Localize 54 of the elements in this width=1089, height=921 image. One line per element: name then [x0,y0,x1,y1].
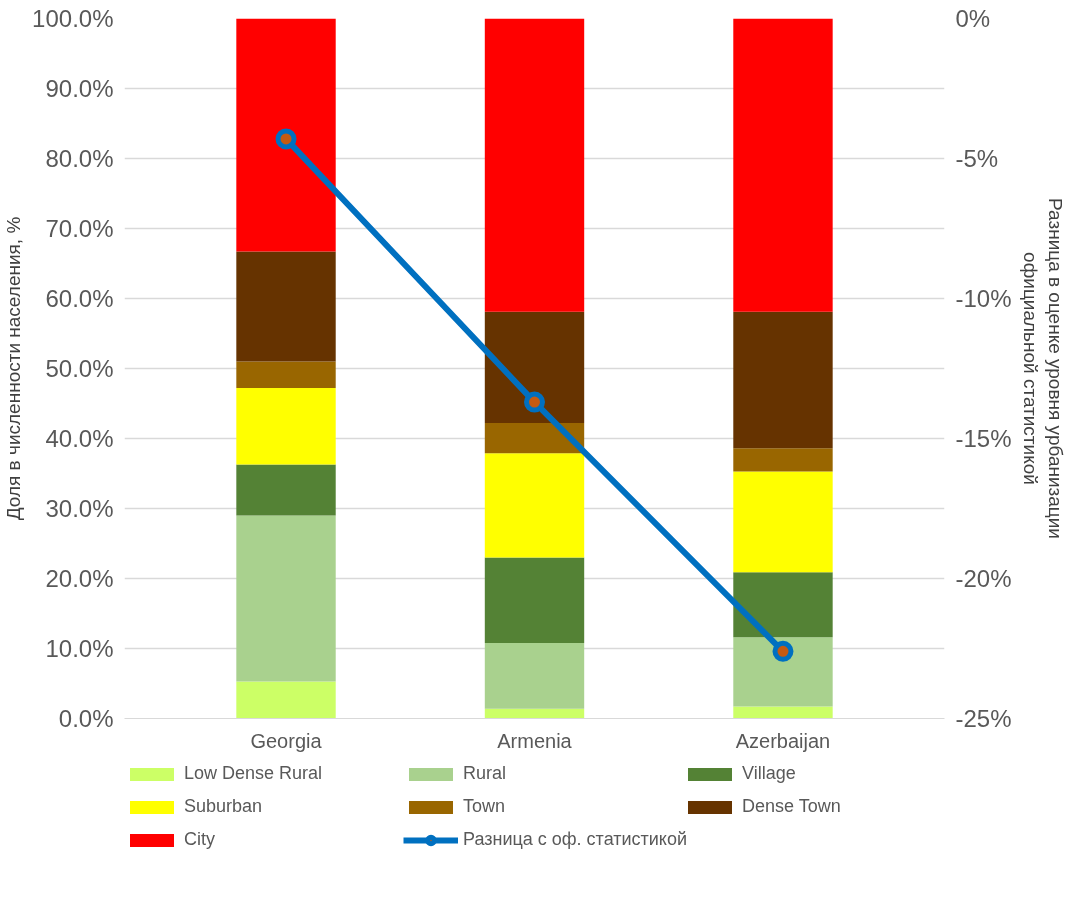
legend-label: Разница с оф. статистикой [463,829,688,850]
point [772,640,794,662]
y-tick-label: 100.0% [32,5,114,32]
y-tick-label: 20.0% [45,565,114,592]
bar [236,681,336,719]
x-tick-label: Armenia [497,729,573,752]
legend-label: City [184,829,216,850]
bar [733,637,833,707]
bar [236,251,336,362]
y-tick-label: 10.0% [45,635,114,662]
y-tick-label: 0.0% [58,705,114,732]
y2-tick-label: -25% [955,705,1012,732]
bar [733,706,833,719]
y-axis-title: Доля в численности населения, % [3,216,25,521]
bar [484,423,585,454]
y2-axis-title: Разница в оценке уровня урбанизации официальной статистикой [1019,198,1066,539]
y2-tick-label: -5% [955,145,999,172]
bar [484,708,585,719]
x-tick-label: Azerbaijan [735,729,831,752]
bar [484,453,585,558]
bar [484,557,585,643]
point [524,391,545,413]
bar [236,361,336,389]
y-tick-label: 40.0% [45,425,114,452]
point [275,128,297,150]
legend-label: Rural [463,763,507,784]
bar [236,18,336,252]
y-tick-label: 90.0% [45,75,114,102]
bar [733,18,833,312]
y2-tick-label: -15% [955,425,1012,452]
y2-tick-label: 0% [955,5,991,32]
bar [484,18,585,312]
bar [733,572,833,638]
bar [733,311,833,449]
y2-tick-label: -20% [955,565,1012,592]
bar [236,388,336,465]
x-tick-label: Georgia [250,729,323,752]
legend-label: Low Dense Rural [184,763,324,784]
bar [484,642,585,709]
bar [733,448,833,472]
legend-label: Dense Town [742,796,842,817]
y-tick-label: 50.0% [45,355,114,382]
legend-label: Town [463,796,507,817]
y2-tick-label: -10% [955,285,1012,312]
bar [733,471,833,573]
y-tick-label: 30.0% [45,495,114,522]
bar [236,515,336,682]
bar [484,311,585,424]
y-tick-label: 60.0% [45,285,114,312]
legend-label: Village [742,763,797,784]
legend-label: Suburban [184,796,264,817]
y-tick-label: 70.0% [45,215,114,242]
bar [236,464,336,516]
y-tick-label: 80.0% [45,145,114,172]
